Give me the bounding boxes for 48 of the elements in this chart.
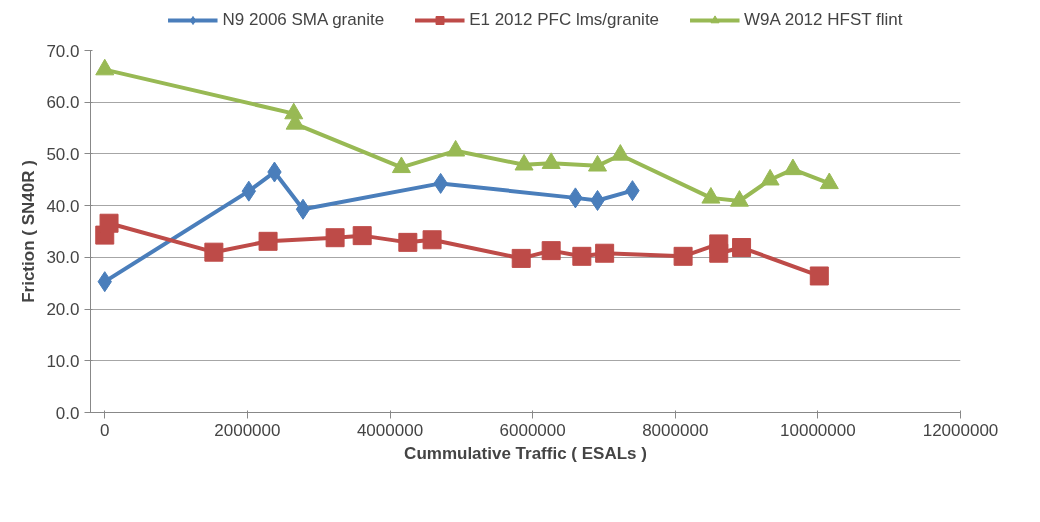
point <box>760 168 780 186</box>
point <box>610 144 630 161</box>
y-tick-label: 10.0 <box>46 351 80 371</box>
point <box>446 139 466 157</box>
y-tick-label: 40.0 <box>46 196 80 216</box>
point <box>595 243 615 263</box>
point <box>732 238 752 258</box>
x-tick-label: 6000000 <box>499 420 566 440</box>
y-axis-title: Friction ( SN40R ) <box>19 160 39 303</box>
point <box>258 231 278 251</box>
point <box>809 266 829 286</box>
point <box>701 186 721 204</box>
point <box>325 228 345 248</box>
legend-label: N9 2006 SMA granite <box>222 10 385 30</box>
x-tick-label: 0 <box>100 420 110 440</box>
point <box>541 241 561 261</box>
point <box>99 213 119 233</box>
y-tick-label: 60.0 <box>46 93 80 113</box>
x-tick-label: 12000000 <box>922 420 999 440</box>
point <box>673 246 693 266</box>
y-tick-label: 70.0 <box>46 41 80 61</box>
point <box>398 232 418 252</box>
point <box>783 158 803 176</box>
point <box>352 226 372 246</box>
point <box>511 248 531 268</box>
x-tick-label: 8000000 <box>642 420 709 440</box>
legend-label: W9A 2012 HFST flint <box>744 10 903 30</box>
y-tick-label: 30.0 <box>46 248 80 268</box>
x-tick-label: 4000000 <box>356 420 424 440</box>
point <box>588 154 608 172</box>
point <box>819 172 839 190</box>
x-axis-title: Cummulative Traffic ( ESALs ) <box>404 443 647 463</box>
point <box>729 190 749 207</box>
point <box>422 230 442 250</box>
y-tick-label: 20.0 <box>46 300 80 320</box>
x-tick-label: 2000000 <box>214 420 281 440</box>
point <box>95 58 115 76</box>
legend-label: E1 2012 PFC lms/granite <box>469 10 660 30</box>
point <box>391 156 411 174</box>
point <box>709 243 729 263</box>
point <box>514 153 534 171</box>
point <box>572 246 592 266</box>
point <box>541 152 561 169</box>
x-tick-label: 10000000 <box>780 420 856 440</box>
y-tick-label: 0.0 <box>55 403 80 423</box>
y-tick-label: 50.0 <box>46 144 80 164</box>
point <box>204 242 224 262</box>
point <box>295 198 311 220</box>
